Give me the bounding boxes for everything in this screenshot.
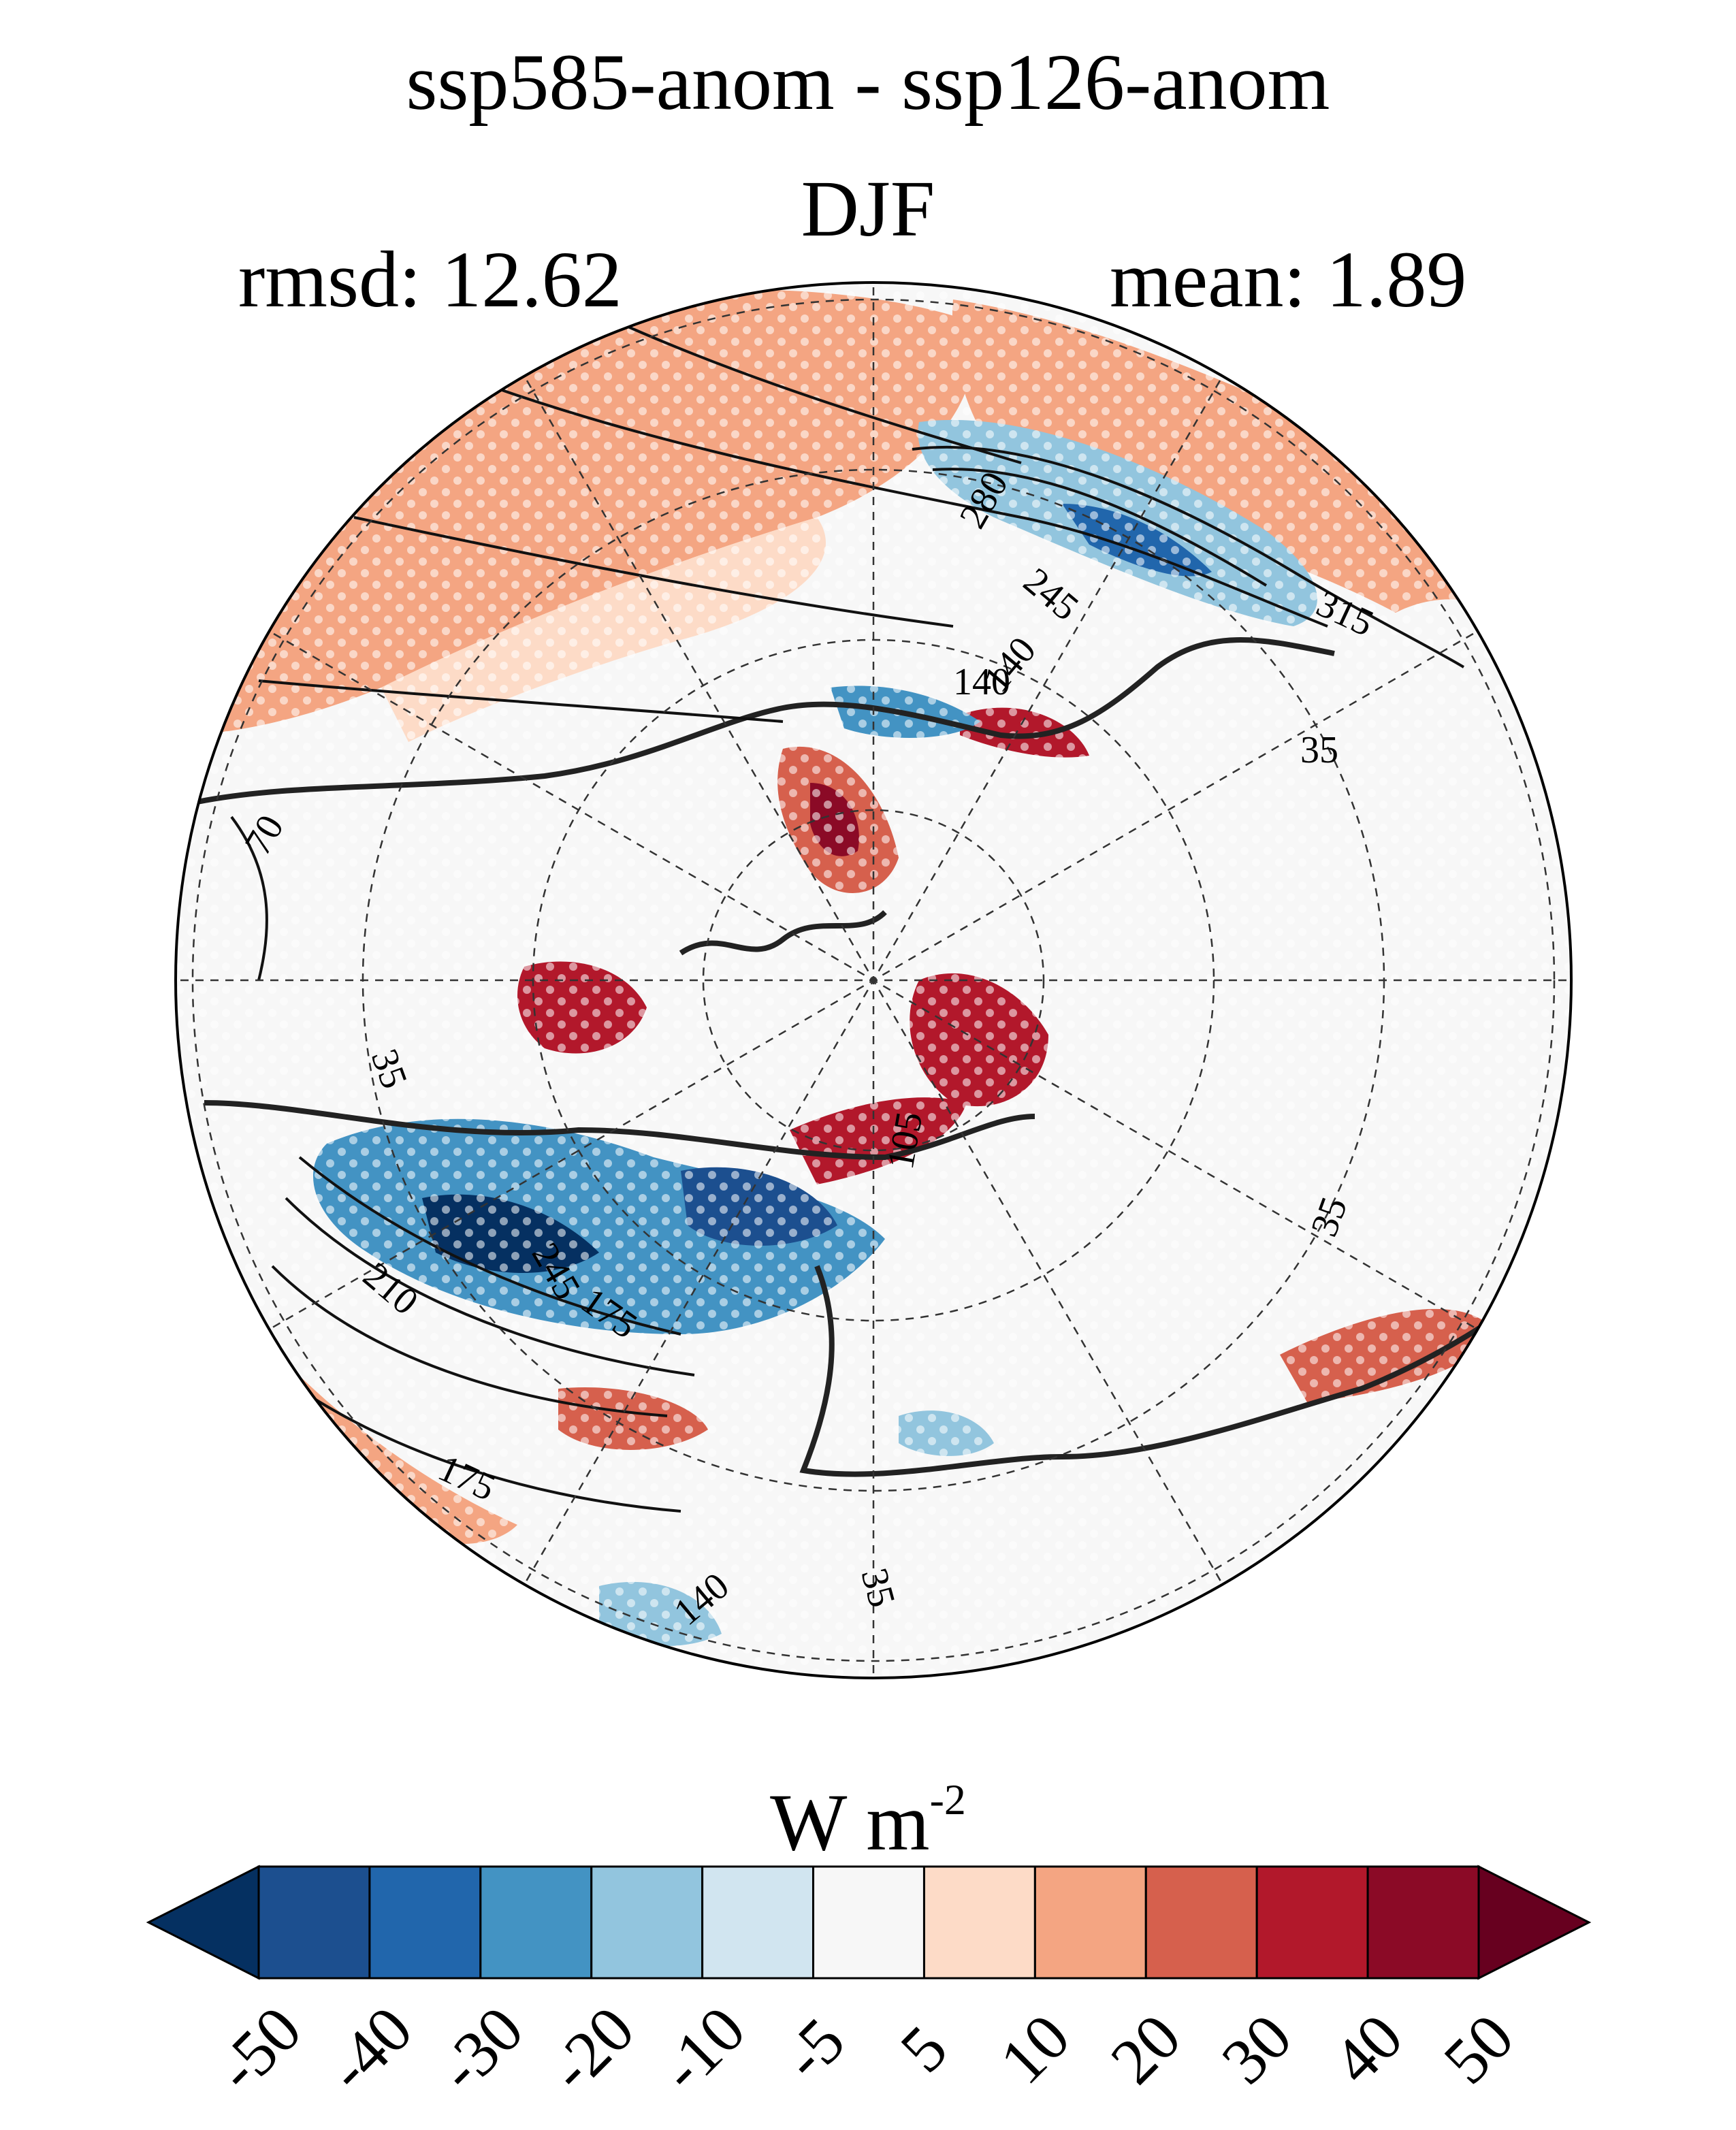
colorbar-swatch	[479, 1865, 593, 1980]
colorbar-swatch	[257, 1865, 371, 1980]
graticule	[176, 283, 1571, 1678]
rmsd-label: rmsd: 12.62	[238, 235, 622, 324]
colorbar-swatch	[922, 1865, 1036, 1980]
colorbar-swatch	[1255, 1865, 1369, 1980]
colorbar-swatch	[1366, 1865, 1480, 1980]
colorbar-swatch	[812, 1865, 925, 1980]
season-label: DJF	[801, 164, 935, 253]
units-base: W m	[770, 1777, 930, 1867]
contour-label: 140	[953, 661, 1010, 703]
units-exponent: -2	[929, 1775, 966, 1824]
contour-label: 105	[880, 1109, 931, 1172]
chart-title: ssp585-anom - ssp126-anom	[406, 37, 1330, 127]
colorbar-swatch	[1033, 1865, 1147, 1980]
colorbar-extend-low	[146, 1865, 260, 1980]
mean-label: mean: 1.89	[1110, 235, 1467, 324]
colorbar-swatch	[368, 1865, 482, 1980]
map-border	[174, 281, 1573, 1679]
colorbar-swatch	[590, 1865, 704, 1980]
colorbar-units: W m-2	[0, 1778, 1736, 1863]
colorbar-swatch	[1144, 1865, 1258, 1980]
colorbar-extend-high	[1477, 1865, 1592, 1980]
coastlines	[190, 637, 1547, 1477]
colorbar-swatch	[701, 1865, 815, 1980]
contour-label: 35	[1300, 729, 1338, 771]
